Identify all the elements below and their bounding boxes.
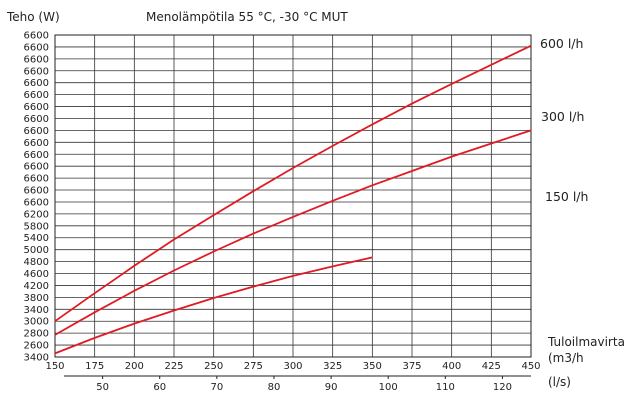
series-label-150: 150 l/h — [545, 189, 588, 204]
plot-border — [54, 34, 532, 358]
x-tick-label: 400 — [442, 361, 461, 372]
series-line-600 — [54, 44, 532, 322]
y-tick-label: 6600 — [24, 90, 49, 101]
y-tick-label: 4200 — [24, 281, 49, 292]
y-tick-label: 6600 — [24, 31, 49, 42]
y-tick-label: 3400 — [24, 353, 49, 364]
y-tick-label: 6600 — [24, 150, 49, 161]
y-tick-label: 4800 — [24, 257, 49, 268]
y-tick-label: 2600 — [24, 341, 49, 352]
x-tick-label: 275 — [244, 361, 263, 372]
y-tick-label: 6600 — [24, 126, 49, 137]
x-tick-label: 325 — [323, 361, 342, 372]
x2-tick-label: 50 — [96, 382, 109, 393]
x2-ticks: 50 60 70 80 90 100 110 120 — [64, 375, 531, 393]
y-tick-label: 6600 — [24, 114, 49, 125]
y-tick-label: 5800 — [24, 221, 49, 232]
series-label-600: 600 l/h — [540, 36, 583, 51]
y-tick-label: 4600 — [24, 269, 49, 280]
series-label-300: 300 l/h — [541, 109, 584, 124]
y-tick-label: 6600 — [24, 162, 49, 173]
y-tick-label: 3800 — [24, 293, 49, 304]
y-tick-label: 2800 — [24, 329, 49, 340]
x-tick-label: 200 — [125, 361, 144, 372]
y-tick-label: 5400 — [24, 233, 49, 244]
x-tick-label: 300 — [283, 361, 302, 372]
y-tick-label: 6600 — [24, 54, 49, 65]
x-ticks: 150 175 200 225 250 275 300 325 350 375 400 425 450 — [45, 361, 540, 372]
series-line-300 — [54, 129, 532, 336]
y-tick-label: 3000 — [24, 317, 49, 328]
x-tick-label: 150 — [45, 361, 64, 372]
series-lines — [54, 44, 532, 355]
grid — [54, 34, 532, 358]
x-tick-label: 450 — [521, 361, 540, 372]
x2-tick-label: 90 — [325, 382, 338, 393]
y-tick-label: 6600 — [24, 197, 49, 208]
y-tick-label: 6600 — [24, 138, 49, 149]
x2-tick-label: 60 — [153, 382, 166, 393]
x-axis-label-line2: (m3/h — [548, 351, 584, 365]
x2-axis-label: (l/s) — [548, 375, 571, 389]
chart-title: Menolämpötila 55 °C, -30 °C MUT — [146, 10, 348, 24]
y-tick-label: 6600 — [24, 42, 49, 53]
x-tick-label: 350 — [363, 361, 382, 372]
y-tick-label: 6600 — [24, 78, 49, 89]
x2-tick-label: 120 — [493, 382, 512, 393]
x-tick-label: 425 — [482, 361, 501, 372]
x-tick-label: 250 — [204, 361, 223, 372]
x2-tick-label: 100 — [379, 382, 398, 393]
series-line-150 — [54, 256, 373, 355]
x-tick-label: 225 — [164, 361, 183, 372]
y-tick-label: 6600 — [24, 186, 49, 197]
x2-tick-label: 110 — [436, 382, 455, 393]
y-tick-label: 3400 — [24, 305, 49, 316]
y-tick-label: 6200 — [24, 209, 49, 220]
y-tick-label: 5000 — [24, 245, 49, 256]
x-axis-label-line1: Tuloilmavirta — [547, 335, 625, 349]
x-tick-label: 375 — [402, 361, 421, 372]
y-tick-label: 6600 — [24, 102, 49, 113]
y-tick-label: 6600 — [24, 66, 49, 77]
y-tick-label: 6600 — [24, 174, 49, 185]
y-axis-label: Teho (W) — [6, 10, 60, 24]
y-ticks: 3400260028003000340038004200460048005000… — [24, 31, 49, 364]
x-tick-label: 175 — [85, 361, 104, 372]
x2-tick-label: 80 — [268, 382, 281, 393]
x2-tick-label: 70 — [210, 382, 223, 393]
